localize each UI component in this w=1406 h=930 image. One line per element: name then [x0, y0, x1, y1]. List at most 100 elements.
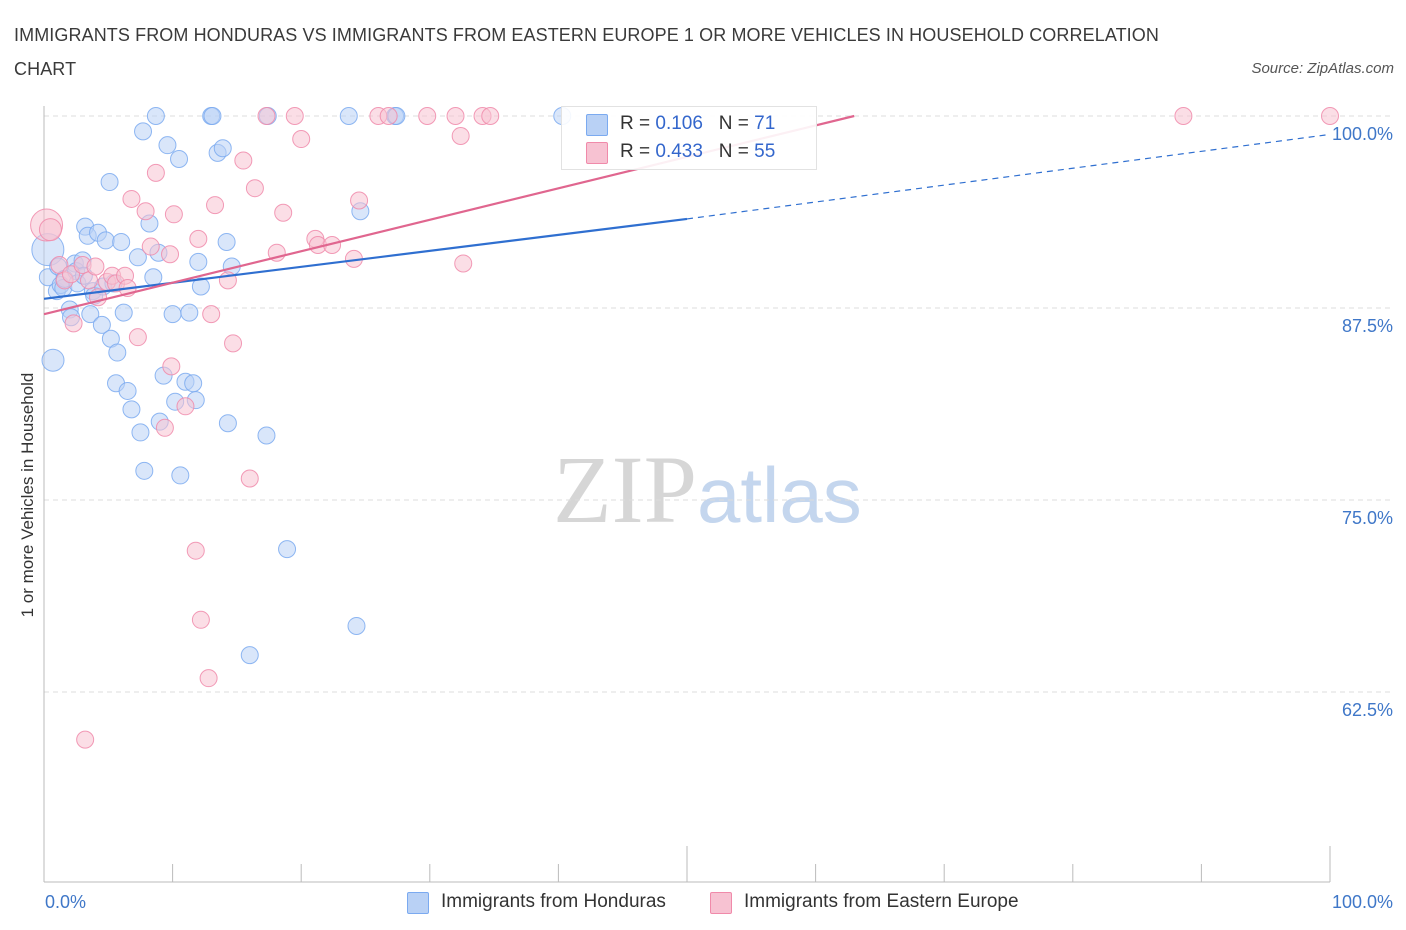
- eastern-europe-point: [141, 237, 160, 256]
- series-honduras-points: [31, 107, 572, 665]
- watermark-atlas: atlas: [697, 451, 862, 539]
- bottom-legend-label-honduras: Immigrants from Honduras: [441, 891, 666, 912]
- honduras-point: [180, 303, 199, 322]
- eastern-europe-point: [191, 610, 210, 629]
- legend-swatch-pink: [586, 142, 608, 164]
- eastern-europe-point: [245, 179, 264, 198]
- honduras-point: [213, 139, 232, 158]
- honduras-point: [100, 173, 119, 192]
- honduras-point: [41, 348, 65, 372]
- eastern-europe-point: [38, 218, 62, 242]
- n-value-eastern-europe: 55: [754, 141, 776, 162]
- honduras-point: [170, 150, 189, 169]
- eastern-europe-point: [224, 334, 243, 353]
- r-value-honduras: 0.106: [655, 113, 703, 134]
- stats-legend: R = 0.106 N = 71 R = 0.433 N = 55: [561, 106, 817, 170]
- honduras-point: [347, 616, 366, 635]
- honduras-point: [217, 232, 236, 251]
- eastern-europe-point: [162, 357, 181, 376]
- honduras-trend-line: [43, 217, 688, 300]
- honduras-point: [163, 305, 182, 324]
- eastern-europe-point: [292, 130, 311, 149]
- chart-title: IMMIGRANTS FROM HONDURAS VS IMMIGRANTS F…: [14, 25, 1159, 79]
- honduras-trend-extension: [686, 133, 1331, 220]
- n-label: N =: [718, 141, 749, 162]
- honduras-point: [135, 461, 154, 480]
- y-tick-label: 87.5%: [1342, 316, 1393, 336]
- honduras-point: [184, 374, 203, 393]
- honduras-point: [189, 252, 208, 271]
- eastern-europe-point: [176, 397, 195, 416]
- eastern-europe-point: [128, 328, 147, 347]
- honduras-point: [128, 248, 147, 267]
- eastern-europe-point: [186, 541, 205, 560]
- eastern-europe-point: [285, 107, 304, 125]
- r-label: R =: [620, 141, 651, 162]
- eastern-europe-point: [199, 669, 218, 688]
- x-tick-label: 0.0%: [45, 892, 86, 912]
- honduras-point: [114, 303, 133, 322]
- honduras-point: [131, 423, 150, 442]
- bottom-legend-swatch-pink: [710, 892, 732, 914]
- axes: [43, 106, 1331, 883]
- y-tick-label: 100.0%: [1332, 124, 1393, 144]
- eastern-europe-point: [189, 229, 208, 248]
- honduras-point: [257, 426, 276, 445]
- honduras-point: [134, 122, 153, 141]
- honduras-point: [92, 315, 111, 334]
- r-value-eastern-europe: 0.433: [655, 141, 703, 162]
- honduras-point: [146, 107, 165, 125]
- y-tick-label: 62.5%: [1342, 700, 1393, 720]
- eastern-europe-point: [274, 203, 293, 222]
- bottom-legend-label-eastern-europe: Immigrants from Eastern Europe: [744, 891, 1019, 912]
- honduras-point: [108, 343, 127, 362]
- honduras-point: [191, 277, 210, 296]
- honduras-point: [144, 268, 163, 287]
- eastern-europe-point: [1174, 107, 1193, 125]
- eastern-europe-point: [164, 205, 183, 224]
- eastern-europe-point: [379, 107, 398, 125]
- watermark: ZIPatlas: [553, 440, 862, 545]
- eastern-europe-point: [481, 107, 500, 125]
- honduras-point: [218, 414, 237, 433]
- eastern-europe-point: [1321, 107, 1339, 125]
- honduras-point: [118, 381, 137, 400]
- eastern-europe-point: [454, 254, 473, 273]
- eastern-europe-point: [234, 151, 253, 170]
- legend-swatch-blue: [586, 114, 608, 136]
- eastern-europe-point: [451, 126, 470, 145]
- y-tick-label: 75.0%: [1342, 508, 1393, 528]
- watermark-zip: ZIP: [553, 436, 697, 543]
- honduras-point: [112, 232, 131, 251]
- honduras-point: [96, 231, 115, 250]
- source-label: Source: ZipAtlas.com: [1251, 60, 1394, 77]
- eastern-europe-point: [257, 107, 276, 125]
- legend-text-honduras: R = 0.106 N = 71: [620, 112, 775, 136]
- eastern-europe-point: [86, 257, 105, 276]
- x-tick-label: 100.0%: [1332, 892, 1393, 912]
- eastern-europe-point: [136, 202, 155, 221]
- eastern-europe-point: [161, 245, 180, 264]
- eastern-europe-point: [64, 314, 83, 333]
- eastern-europe-point: [202, 305, 221, 324]
- honduras-point: [339, 107, 358, 125]
- n-value-honduras: 71: [754, 113, 776, 134]
- honduras-point: [278, 540, 297, 559]
- honduras-point: [171, 466, 190, 485]
- honduras-point: [240, 646, 259, 665]
- tick-labels: 100.0% 87.5% 75.0% 62.5% 0.0% 100.0%: [45, 124, 1393, 912]
- eastern-europe-point: [446, 107, 465, 125]
- r-label: R =: [620, 113, 651, 134]
- legend-text-eastern-europe: R = 0.433 N = 55: [620, 140, 775, 164]
- honduras-point: [158, 136, 177, 155]
- eastern-europe-point: [146, 163, 165, 182]
- eastern-europe-point: [76, 730, 95, 749]
- honduras-point: [122, 400, 141, 419]
- honduras-point: [203, 107, 222, 125]
- eastern-europe-point: [418, 107, 437, 125]
- bottom-legend-swatch-blue: [407, 892, 429, 914]
- eastern-europe-point: [206, 196, 225, 215]
- honduras-point: [81, 305, 100, 324]
- eastern-europe-point: [155, 418, 174, 437]
